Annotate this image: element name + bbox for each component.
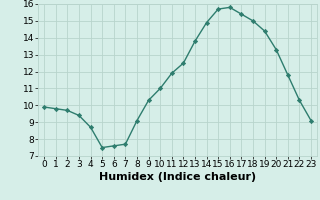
X-axis label: Humidex (Indice chaleur): Humidex (Indice chaleur): [99, 172, 256, 182]
